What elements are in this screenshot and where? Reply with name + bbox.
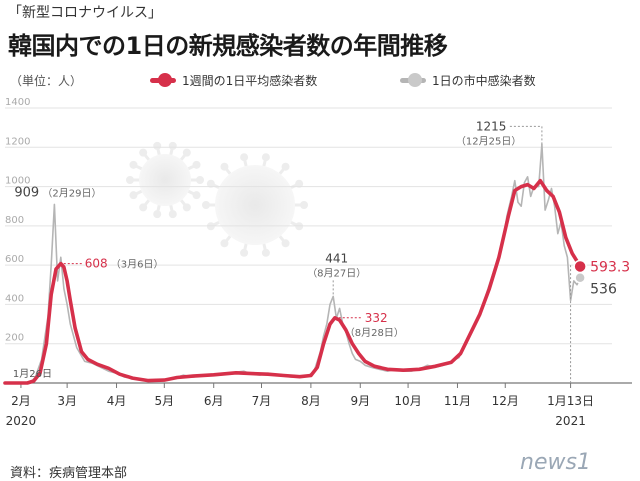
- x-tick-label: 7月: [252, 394, 272, 408]
- virus-spike-tip: [206, 179, 215, 188]
- virus-spike-tip: [153, 141, 162, 150]
- virus-illustration: [126, 141, 308, 257]
- annotation-date: （8月27日）: [307, 267, 366, 279]
- x-tick-label: 5月: [154, 394, 174, 408]
- annotation-value: 1215: [476, 119, 507, 133]
- x-axis-ticks: 2月 2020 3月 4月 5月 6月 7月 8月 9月 10月 11月 12月 1月13日 2021: [6, 383, 594, 428]
- virus-spike-tip: [240, 248, 249, 257]
- y-tick-label: 800: [5, 215, 24, 226]
- x-year-label: 2020: [6, 414, 37, 428]
- news1-logo: news1: [520, 450, 591, 475]
- virus-spike-tip: [153, 210, 162, 219]
- annotation-value: 909: [14, 185, 39, 200]
- virus-spike-tip: [129, 191, 138, 200]
- y-tick-label: 1000: [5, 176, 30, 187]
- x-tick-label: 3月: [57, 394, 77, 408]
- source-note: 資料：疾病管理本部: [10, 466, 128, 481]
- annotation-value: 536: [590, 282, 617, 298]
- grid-lines: [5, 107, 632, 384]
- virus-body: [215, 165, 295, 245]
- virus-spike-tip: [281, 162, 290, 171]
- virus-spike-tip: [261, 153, 270, 162]
- legend-avg: 1週間の1日平均感染者数: [150, 72, 317, 89]
- virus-spike-tip: [196, 176, 204, 184]
- virus-spike-tip: [202, 201, 210, 209]
- x-tick-label: 8月: [301, 394, 321, 408]
- x-tick-label: 6月: [204, 394, 224, 408]
- avg-latest-dot: [573, 259, 587, 274]
- virus-body: [139, 154, 191, 206]
- annotation-value: 441: [325, 251, 348, 265]
- y-tick-label: 600: [5, 254, 24, 265]
- weekly-average-line: [3, 178, 582, 385]
- annotations: 909 （2月29日） 608 （3月6日） 441 （8月27日） 332 （8月28日） 1…: [13, 119, 630, 383]
- virus-spike-tip: [168, 210, 177, 219]
- virus-spike-tip: [139, 203, 148, 212]
- annotation-date: （2月29日）: [42, 187, 101, 199]
- virus-spike-tip: [182, 203, 191, 212]
- virus-spike-tip: [192, 191, 201, 200]
- x-tick-label: 10月: [394, 394, 421, 408]
- unit-label: （単位：人）: [10, 74, 83, 88]
- legend-daily-label: 1日の市中感染者数: [432, 74, 536, 88]
- x-tick-label: 1月13日: [547, 394, 594, 408]
- virus-spike-tip: [168, 141, 177, 150]
- virus-spike-tip: [129, 160, 138, 169]
- virus-spike-tip: [300, 201, 308, 209]
- annotation-value: 1月26日: [13, 368, 52, 380]
- virus-spike-tip: [192, 160, 201, 169]
- legend-avg-label: 1週間の1日平均感染者数: [182, 74, 318, 88]
- y-tick-label: 1400: [5, 97, 30, 108]
- annotation-date: （12月25日）: [456, 135, 521, 147]
- virus-spike-tip: [295, 179, 304, 188]
- x-tick-label: 2月: [11, 394, 31, 408]
- virus-spike-tip: [220, 162, 229, 171]
- virus-spike-tip: [182, 148, 191, 157]
- x-tick-label: 4月: [107, 394, 127, 408]
- legend-daily: 1日の市中感染者数: [400, 72, 536, 89]
- y-tick-label: 200: [5, 333, 24, 344]
- x-tick-label: 12月: [492, 394, 519, 408]
- annotation-date: （8月28日）: [345, 327, 404, 339]
- virus-spike-tip: [220, 239, 229, 248]
- x-tick-label: 9月: [350, 394, 370, 408]
- annotation-value: 332: [365, 311, 388, 325]
- chart-title: 韓国内での1日の新規感染者数の年間推移: [8, 32, 448, 60]
- y-tick-label: 400: [5, 293, 24, 304]
- virus-spike-tip: [261, 248, 270, 257]
- virus-spike-tip: [240, 153, 249, 162]
- annotation-value: 608: [85, 257, 108, 271]
- y-tick-label: 1200: [5, 136, 30, 147]
- annotation-value: 593.3: [590, 259, 630, 275]
- daily-latest-dot: [574, 271, 586, 284]
- line-chart: 200 400 600 800 1000 1200 1400 2月 2020 3月 4月 5月 6月 7…: [3, 97, 632, 428]
- y-axis-ticks: 200 400 600 800 1000 1200 1400: [5, 97, 30, 344]
- virus-spike-tip: [281, 239, 290, 248]
- annotation-date: （3月6日）: [111, 259, 164, 271]
- legend-avg-swatch: [150, 73, 176, 87]
- series-group: [3, 143, 582, 385]
- x-year-label: 2021: [555, 414, 586, 428]
- x-tick-label: 11月: [444, 394, 471, 408]
- virus-spike-tip: [126, 176, 134, 184]
- legend-daily-swatch: [400, 73, 426, 87]
- series-tag: 「新型コロナウイルス」: [8, 5, 162, 21]
- virus-spike-tip: [139, 148, 148, 157]
